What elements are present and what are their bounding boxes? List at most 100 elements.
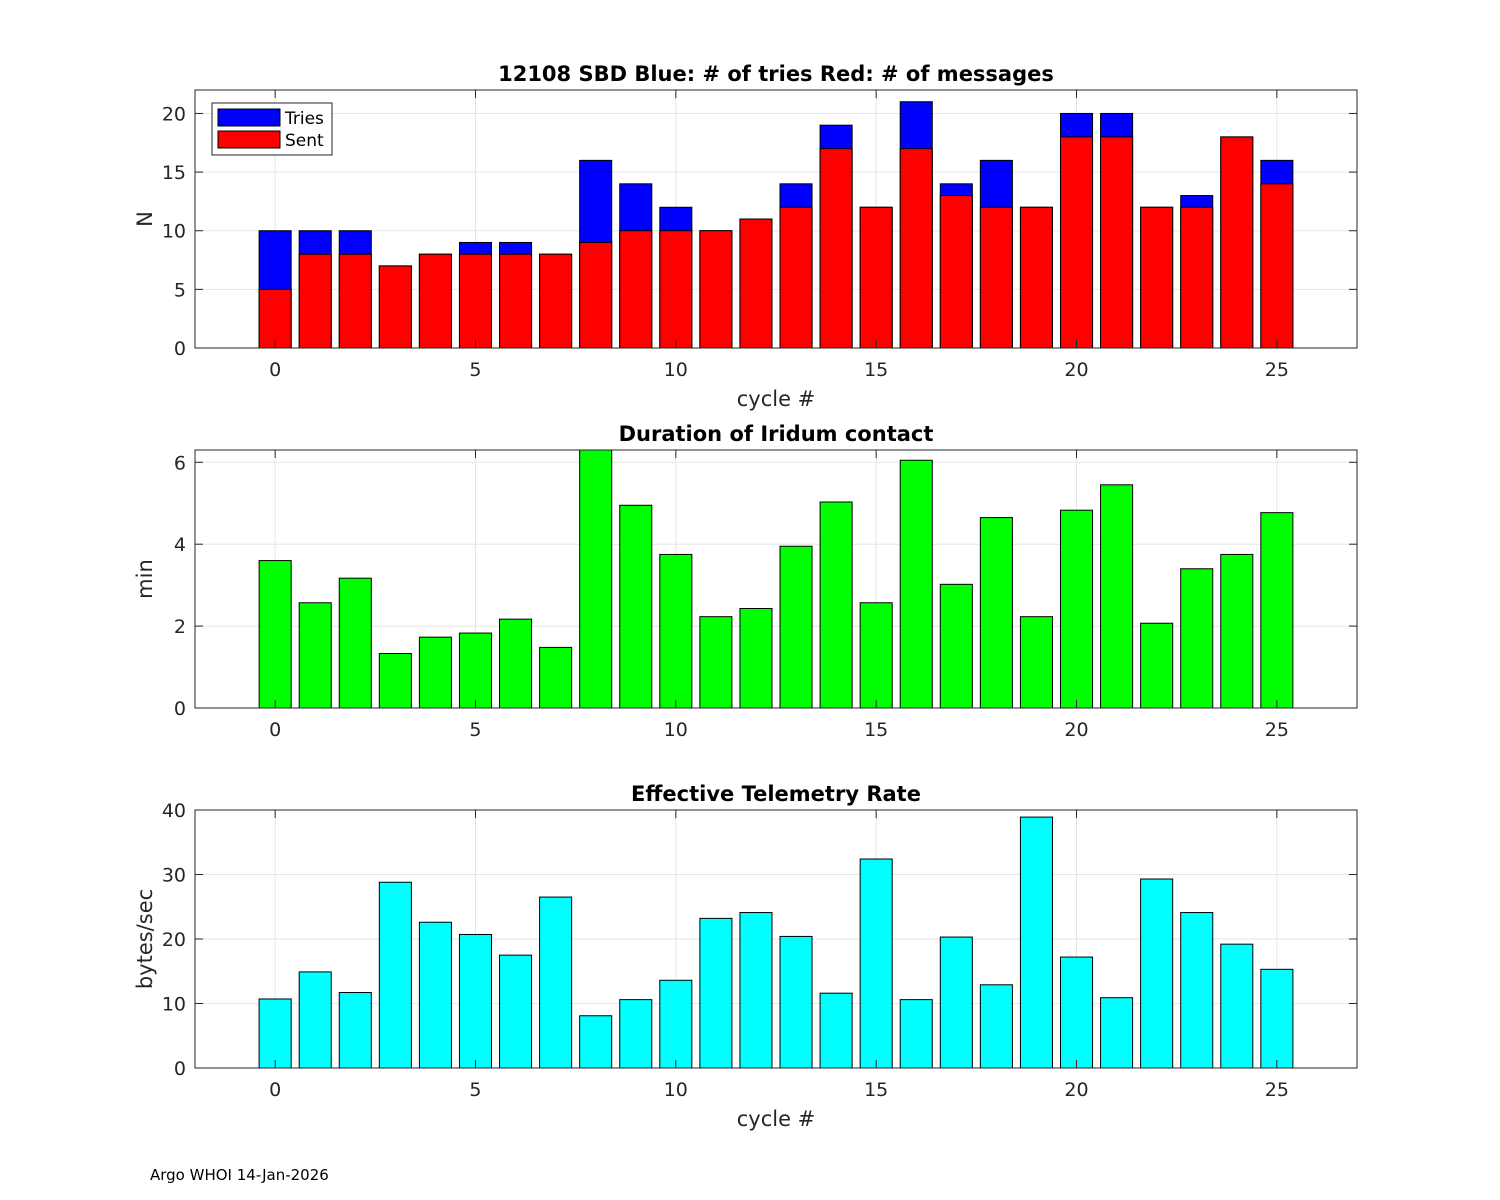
bar-rate-cycle-25	[1260, 968, 1294, 1069]
bar-duration-cycle-16	[899, 459, 933, 709]
bar-rate-cycle-15	[859, 858, 893, 1069]
y-tick-label: 4	[174, 534, 186, 556]
legend-swatch-tries	[217, 108, 281, 127]
x-tick-label: 25	[1265, 1079, 1289, 1101]
bar-sent-cycle-1	[298, 253, 332, 349]
x-tick-label: 5	[469, 1079, 481, 1101]
bar-duration-cycle-5	[458, 632, 493, 709]
bar-rate-cycle-23	[1180, 912, 1214, 1069]
x-tick-label: 5	[469, 719, 481, 741]
bar-rate-cycle-20	[1059, 956, 1094, 1069]
bar-rate-cycle-21	[1100, 997, 1134, 1069]
y-tick-label: 6	[174, 452, 186, 474]
bar-sent-cycle-12	[739, 218, 773, 349]
bar-duration-cycle-21	[1100, 484, 1134, 709]
bar-rate-cycle-19	[1019, 816, 1053, 1069]
bar-sent-cycle-9	[619, 230, 653, 349]
bar-rate-cycle-4	[418, 921, 452, 1069]
x-tick-label: 0	[269, 719, 281, 741]
bar-duration-cycle-10	[659, 553, 693, 709]
bar-rate-cycle-5	[458, 933, 493, 1069]
bar-sent-cycle-13	[779, 206, 813, 349]
chart-panel-3: 0 5 10 15 20 25 0 10 20 30 40 Effective Telemetry R…	[133, 782, 1358, 1131]
bar-rate-cycle-16	[899, 999, 933, 1069]
bar-sent-cycle-2	[338, 253, 372, 349]
bar-rate-cycle-10	[659, 979, 693, 1069]
bar-sent-cycle-22	[1140, 206, 1174, 349]
bar-duration-cycle-6	[499, 618, 533, 709]
bar-duration-cycle-8	[579, 449, 613, 709]
bar-sent-cycle-16	[899, 148, 933, 349]
y-tick-label: 20	[162, 929, 186, 951]
bar-sent-cycle-8	[579, 241, 613, 349]
bar-rate-cycle-22	[1140, 878, 1174, 1069]
bar-duration-cycle-13	[779, 545, 813, 709]
y-tick-label: 15	[162, 162, 186, 184]
bar-duration-cycle-3	[378, 653, 412, 709]
bar-rate-cycle-13	[779, 935, 813, 1069]
bar-duration-cycle-19	[1019, 616, 1053, 709]
bar-rate-cycle-2	[338, 992, 372, 1069]
y-tick-label: 30	[162, 865, 186, 887]
x-tick-label: 15	[864, 1079, 888, 1101]
axes-box	[194, 449, 1358, 709]
bar-sent-cycle-10	[659, 230, 693, 349]
footer-credit: Argo WHOI 14-Jan-2026	[150, 1166, 329, 1184]
x-tick-label: 10	[664, 1079, 688, 1101]
y-tick-label: 40	[162, 800, 186, 822]
bar-sent-cycle-11	[699, 230, 733, 349]
bar-sent-cycle-17	[939, 195, 973, 349]
bar-duration-cycle-17	[939, 583, 973, 709]
bar-rate-cycle-3	[378, 881, 412, 1069]
x-tick-label: 20	[1064, 1079, 1088, 1101]
bar-rate-cycle-12	[739, 912, 773, 1069]
bar-rate-cycle-24	[1220, 943, 1254, 1069]
bar-sent-cycle-0	[258, 288, 292, 349]
bar-duration-cycle-25	[1260, 512, 1294, 709]
x-axis-label: cycle #	[737, 1107, 816, 1131]
y-tick-label: 10	[162, 221, 186, 243]
x-tick-label: 25	[1265, 719, 1289, 741]
y-tick-label: 20	[162, 103, 186, 125]
x-tick-label: 20	[1064, 359, 1088, 381]
y-axis-label: bytes/sec	[133, 889, 157, 989]
y-axis-label: N	[133, 211, 157, 227]
bar-duration-cycle-15	[859, 602, 893, 709]
y-tick-label: 0	[174, 338, 186, 360]
y-tick-label: 0	[174, 698, 186, 720]
bar-rate-cycle-14	[819, 992, 853, 1069]
bar-duration-cycle-4	[418, 636, 452, 709]
x-tick-label: 5	[469, 359, 481, 381]
bar-duration-cycle-23	[1180, 568, 1214, 709]
bar-sent-cycle-25	[1260, 183, 1294, 349]
y-tick-label: 2	[174, 616, 186, 638]
bar-sent-cycle-6	[499, 253, 533, 349]
x-tick-label: 0	[269, 359, 281, 381]
bar-sent-cycle-19	[1019, 206, 1053, 349]
bar-sent-cycle-14	[819, 148, 853, 349]
bar-sent-cycle-3	[378, 265, 412, 349]
bar-rate-cycle-18	[979, 984, 1013, 1069]
y-tick-label: 0	[174, 1058, 186, 1080]
x-tick-label: 15	[864, 359, 888, 381]
bar-duration-cycle-7	[539, 646, 573, 709]
x-tick-label: 0	[269, 1079, 281, 1101]
bar-duration-cycle-11	[699, 616, 733, 709]
y-axis-label: min	[133, 559, 157, 599]
y-tick-label: 5	[174, 279, 186, 301]
x-tick-label: 10	[664, 359, 688, 381]
bar-duration-cycle-22	[1140, 622, 1174, 709]
chart-title: Effective Telemetry Rate	[631, 782, 921, 806]
bar-duration-cycle-18	[979, 517, 1013, 709]
bar-duration-cycle-2	[338, 577, 372, 709]
bar-rate-cycle-6	[499, 954, 533, 1069]
x-axis-label: cycle #	[737, 387, 816, 411]
x-tick-label: 25	[1265, 359, 1289, 381]
legend-label-tries: Tries	[284, 109, 324, 129]
x-tick-label: 20	[1064, 719, 1088, 741]
bar-rate-cycle-8	[579, 1015, 613, 1069]
legend-swatch-sent	[217, 130, 281, 149]
x-tick-label: 15	[864, 719, 888, 741]
bar-duration-cycle-24	[1220, 553, 1254, 709]
